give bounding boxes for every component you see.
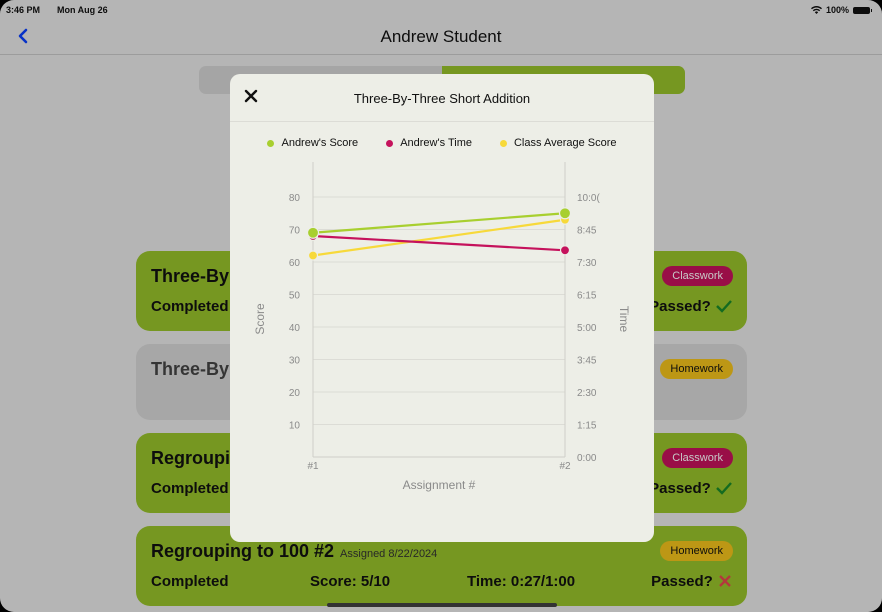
chart-modal: Three-By-Three Short Addition Andrew's S…: [230, 74, 654, 542]
passed-label: Passed?: [649, 298, 733, 315]
category-badge: Homework: [660, 541, 733, 561]
legend-dot: [499, 139, 507, 147]
card-title: Three-By: [151, 266, 230, 286]
legend-dot: [267, 139, 275, 147]
chevron-left-icon: [18, 28, 28, 44]
checkmark-icon: [716, 300, 732, 313]
data-point: [559, 245, 571, 256]
status-indicators: 100%: [810, 5, 872, 15]
divider: [230, 121, 654, 122]
legend-label: Andrew's Time: [400, 137, 472, 149]
series-line: [312, 234, 566, 252]
checkmark-icon: [716, 482, 732, 495]
y2-tick-label: 3:45: [577, 356, 597, 367]
modal-title: Three-By-Three Short Addition: [353, 91, 531, 106]
y2-tick-label: 5:00: [577, 323, 597, 334]
y2-tick-label: 2:30: [577, 388, 597, 399]
series-line: [312, 212, 566, 234]
y-tick-label: 50: [289, 291, 301, 302]
y-tick-label: 60: [289, 258, 301, 269]
y-axis-label: Score: [253, 303, 267, 335]
series-line: [312, 218, 566, 257]
y2-tick-label: 6:15: [577, 291, 597, 302]
legend-label: Andrew's Score: [281, 137, 359, 149]
y2-tick-label: 0:00: [577, 453, 597, 464]
legend-label: Class Average Score: [513, 137, 617, 149]
card-title: Regrouping to 100 #2 Assigned 8/22/2024: [151, 541, 438, 561]
x-tick-label: #2: [559, 461, 571, 472]
category-badge: Classwork: [662, 266, 733, 286]
home-indicator[interactable]: [327, 603, 557, 607]
status-bar: 3:46 PM Mon Aug 26 100%: [0, 0, 882, 20]
y-tick-label: 20: [289, 388, 301, 399]
score-label: Score: 5/10: [310, 573, 391, 590]
data-point: [558, 207, 572, 220]
category-badge: Homework: [660, 359, 733, 379]
y-tick-label: 40: [289, 323, 301, 334]
time-label: Time: 0:27/1:00: [467, 573, 576, 590]
data-point: [306, 226, 320, 239]
y-tick-label: 70: [289, 226, 301, 237]
chart-legend: Andrew's Score Andrew's Time Class Avera…: [230, 137, 654, 149]
completion-status: Completed: [151, 480, 229, 497]
y2-tick-label: 1:15: [577, 421, 597, 432]
x-mark-icon: [719, 575, 731, 587]
card-title: Three-By: [151, 359, 230, 379]
y2-tick-label: 7:30: [577, 258, 597, 269]
x-axis-label: Assignment #: [403, 478, 476, 492]
line-chart: 10 20 30 40 50 60 70 80 #1 #2 0:00 1:15 2:30 3:45 5:00…: [253, 162, 631, 492]
completion-status: Completed: [151, 298, 229, 315]
legend-item: Class Average Score: [499, 137, 617, 149]
legend-dot: [386, 139, 394, 147]
page-title: Andrew Student: [380, 27, 502, 46]
passed-label: Passed?: [651, 573, 733, 590]
status-time: 3:46 PM: [6, 5, 41, 15]
x-tick-label: #1: [307, 461, 319, 472]
legend-item: Andrew's Time: [386, 137, 472, 149]
y-tick-label: 10: [289, 421, 301, 432]
close-icon: [244, 89, 258, 103]
assigned-date: Assigned 8/22/2024: [340, 548, 438, 560]
nav-bar: Andrew Student: [0, 20, 882, 55]
legend-item: Andrew's Score: [267, 137, 358, 149]
y2-tick-label: 8:45: [577, 226, 597, 237]
close-button[interactable]: [243, 88, 259, 104]
passed-label: Passed?: [649, 480, 733, 497]
card-title: Regroupi: [151, 448, 230, 468]
category-badge: Classwork: [662, 448, 733, 468]
battery-percent: 100%: [825, 5, 849, 15]
y-tick-label: 80: [289, 193, 301, 204]
battery-icon: [853, 6, 872, 14]
back-button[interactable]: [14, 24, 36, 48]
y-tick-label: 30: [289, 356, 301, 367]
status-date: Mon Aug 26: [57, 5, 108, 15]
wifi-icon: [810, 6, 822, 14]
data-point: [307, 250, 319, 261]
y2-axis-label: Time: [617, 306, 631, 333]
completion-status: Completed: [151, 573, 229, 590]
y2-tick-label: 10:0(: [577, 193, 600, 204]
